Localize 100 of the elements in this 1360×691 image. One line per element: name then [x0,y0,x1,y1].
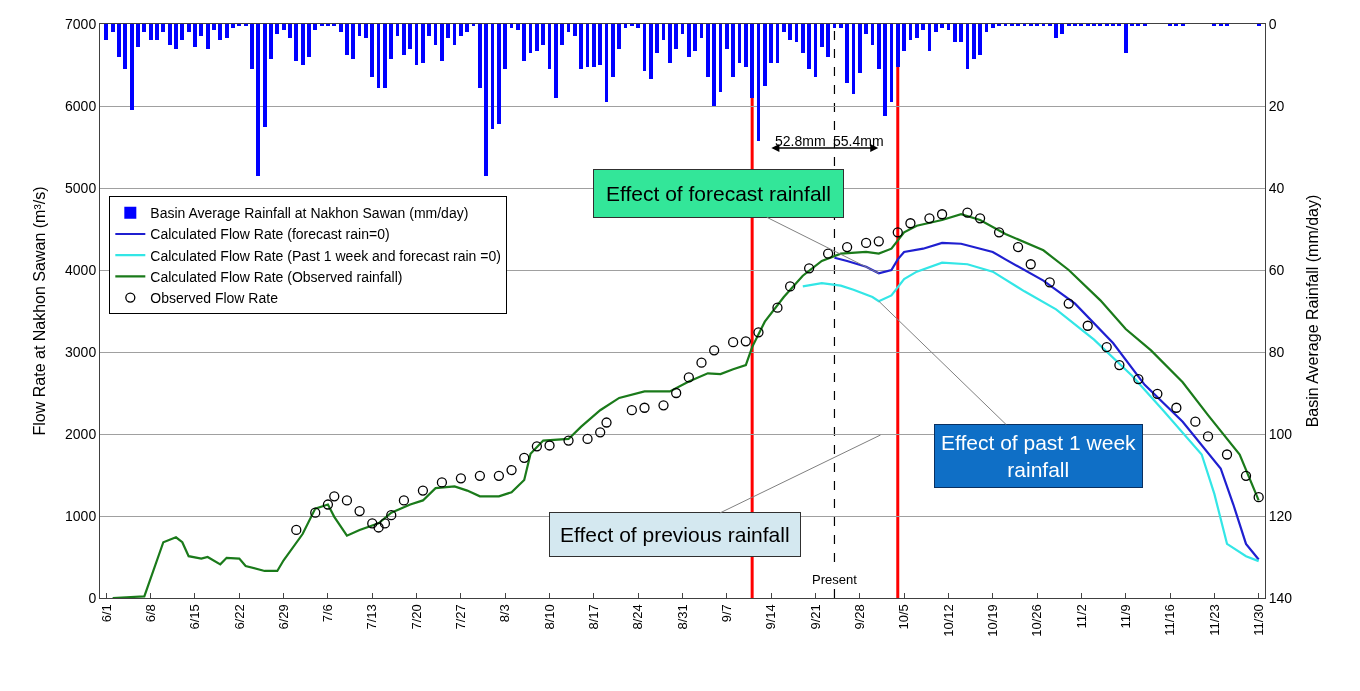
bar [871,24,874,45]
bar [206,24,210,49]
bar [339,24,343,32]
y2-tick-label: 120 [1268,507,1293,524]
bar [877,24,881,69]
bar [193,24,197,47]
bar [636,24,640,28]
bar [731,24,735,77]
x-tick-label: 6/1 [98,604,114,623]
bar [142,24,146,32]
bar [250,24,254,69]
bar [427,24,431,36]
bar [972,24,976,59]
y-tick-label: 0 [88,589,97,606]
bar [459,24,463,36]
bar [1124,24,1128,53]
bar [592,24,596,67]
bar [934,24,938,32]
bar [370,24,374,77]
bar [402,24,406,55]
annotation: Effect of past 1 week rainfall [941,431,1137,482]
x-tick-label: 10/12 [940,604,956,637]
bar [218,24,222,40]
bar [415,24,418,65]
bar [662,24,665,40]
bar [624,24,627,28]
bar [516,24,520,30]
bar [921,24,925,30]
bar [484,24,488,176]
y2-tick-label: 100 [1268,425,1293,442]
bar [890,24,893,102]
bar [377,24,380,88]
x-tick-label: 8/17 [586,604,602,630]
x-tick-label: 11/2 [1073,604,1089,629]
bar [579,24,583,69]
bar [839,24,843,28]
bar [706,24,710,77]
bar [617,24,621,49]
y2-axis-title: Basin Average Rainfall (mm/day) [1304,194,1322,428]
bar [845,24,849,83]
y2-tick-label: 40 [1268,179,1285,196]
y-tick-label: 5000 [65,179,97,196]
bar [769,24,773,63]
bar [826,24,830,57]
bar [269,24,273,59]
x-tick-label: 10/5 [896,604,912,630]
bar [529,24,532,53]
bar [199,24,203,36]
bar [560,24,564,45]
bar [408,24,412,49]
annotation: 55.4mm [833,133,884,149]
x-tick-label: 9/7 [719,604,735,623]
legend-label: Calculated Flow Rate (Observed rainfall) [150,268,403,285]
x-tick-label: 7/6 [320,604,336,623]
bar [700,24,703,38]
bar [117,24,121,57]
bar [655,24,659,53]
x-tick-label: 8/24 [630,604,646,630]
bar [231,24,235,28]
y-tick-label: 3000 [65,343,97,360]
bar [985,24,988,32]
y2-tick-label: 60 [1268,261,1285,278]
bar [833,24,836,28]
bar [947,24,950,30]
legend-label: Basin Average Rainfall at Nakhon Sawan (mm/day) [150,205,469,222]
bar [959,24,963,42]
x-tick-label: 8/3 [497,604,513,623]
bar [149,24,153,40]
bar [719,24,722,92]
bar [168,24,172,45]
bar [434,24,437,45]
y2-tick-label: 140 [1268,589,1293,606]
bar [883,24,887,116]
legend-label: Calculated Flow Rate (forecast rain=0) [150,226,390,243]
bar [864,24,868,34]
bar [389,24,393,59]
bar [180,24,184,40]
bar [611,24,615,77]
bar [674,24,678,49]
bar [111,24,115,32]
x-tick-label: 11/23 [1206,604,1222,636]
bar [763,24,767,86]
bar [643,24,646,71]
bar [104,24,108,40]
bar [909,24,912,40]
x-tick-label: 8/10 [541,604,557,630]
bar [978,24,982,55]
bar [358,24,361,36]
bar [693,24,697,51]
annotation: 52.8mm [775,133,826,149]
x-tick-label: 8/31 [674,604,690,630]
bar [174,24,178,49]
y-tick-label: 7000 [65,15,97,32]
legend-label: Observed Flow Rate [150,290,279,307]
bar [288,24,292,38]
bar [510,24,513,28]
annotation: Effect of forecast rainfall [606,182,831,205]
bar [681,24,684,34]
x-tick-label: 7/13 [364,604,380,630]
bar [187,24,191,32]
